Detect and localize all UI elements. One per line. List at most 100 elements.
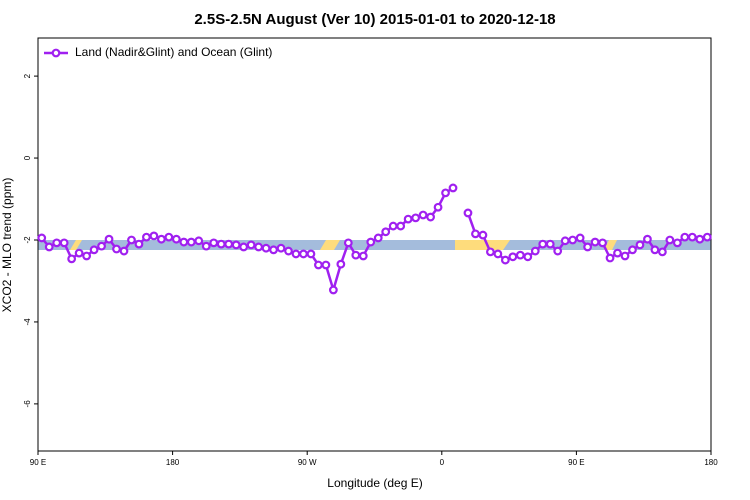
x-tick-label: 90 W bbox=[298, 458, 317, 467]
data-point bbox=[396, 221, 406, 231]
data-point bbox=[52, 238, 62, 248]
legend-marker bbox=[51, 48, 61, 58]
data-point bbox=[314, 260, 323, 270]
data-point bbox=[284, 246, 293, 256]
data-point bbox=[119, 246, 129, 256]
x-tick-label: 180 bbox=[166, 458, 180, 467]
data-point bbox=[418, 210, 428, 220]
surface-band bbox=[38, 240, 711, 250]
data-point bbox=[351, 250, 361, 260]
data-point bbox=[493, 249, 503, 259]
data-point bbox=[702, 232, 712, 242]
data-point bbox=[254, 242, 263, 252]
data-point bbox=[695, 234, 705, 244]
data-point bbox=[82, 251, 92, 261]
data-point bbox=[411, 213, 421, 223]
data-point bbox=[545, 239, 555, 249]
data-point bbox=[568, 235, 578, 245]
data-point bbox=[643, 234, 652, 244]
data-point bbox=[598, 238, 607, 248]
data-point bbox=[209, 238, 219, 248]
data-point bbox=[74, 248, 84, 258]
data-point bbox=[680, 232, 690, 242]
data-point bbox=[508, 252, 518, 262]
data-point bbox=[231, 240, 241, 250]
legend-label: Land (Nadir&Glint) and Ocean (Glint) bbox=[75, 45, 272, 59]
data-point bbox=[500, 255, 510, 265]
data-point bbox=[171, 234, 181, 244]
data-point bbox=[216, 239, 226, 249]
x-tick-label: 180 bbox=[704, 458, 718, 467]
data-point bbox=[650, 245, 660, 255]
data-point bbox=[186, 237, 196, 247]
data-point bbox=[358, 251, 368, 261]
data-point bbox=[67, 254, 77, 264]
y-tick-label: 0 bbox=[23, 155, 32, 160]
y-tick-label: -4 bbox=[23, 318, 32, 326]
data-point bbox=[149, 231, 159, 241]
data-point bbox=[426, 212, 435, 222]
data-point bbox=[553, 246, 563, 256]
data-point bbox=[672, 238, 682, 248]
data-point bbox=[388, 221, 398, 231]
data-point bbox=[291, 249, 301, 259]
data-point bbox=[59, 238, 69, 248]
x-tick-label: 90 E bbox=[568, 458, 584, 467]
data-point bbox=[478, 230, 488, 240]
data-point bbox=[299, 249, 308, 259]
data-point bbox=[590, 237, 600, 247]
data-point bbox=[381, 227, 391, 237]
data-point bbox=[687, 232, 697, 242]
x-tick-label: 0 bbox=[440, 458, 445, 467]
data-point bbox=[194, 236, 204, 246]
data-point bbox=[583, 242, 593, 252]
land-band bbox=[320, 240, 340, 250]
data-point bbox=[89, 245, 99, 255]
chart-title: 2.5S-2.5N August (Ver 10) 2015-01-01 to … bbox=[194, 11, 555, 28]
y-tick-label: -2 bbox=[23, 236, 32, 244]
data-point bbox=[321, 260, 331, 270]
data-point bbox=[657, 247, 667, 257]
y-tick-label: -6 bbox=[23, 400, 32, 408]
data-point bbox=[486, 247, 495, 257]
data-point bbox=[463, 208, 473, 218]
y-axis-label: XCO2 - MLO trend (ppm) bbox=[0, 178, 14, 313]
legend: Land (Nadir&Glint) and Ocean (Glint) bbox=[44, 45, 272, 59]
data-point bbox=[201, 241, 211, 251]
data-point bbox=[471, 229, 480, 239]
data-point bbox=[164, 232, 174, 242]
data-point bbox=[156, 234, 166, 244]
data-point bbox=[269, 245, 278, 255]
x-axis-label: Longitude (deg E) bbox=[327, 476, 422, 490]
data-point bbox=[366, 237, 376, 247]
data-point bbox=[328, 285, 338, 295]
data-point bbox=[246, 240, 256, 250]
land-band bbox=[604, 240, 617, 250]
y-tick-label: 2 bbox=[23, 73, 32, 78]
data-point bbox=[276, 243, 286, 253]
data-point bbox=[575, 233, 585, 243]
data-point bbox=[179, 237, 189, 247]
data-point bbox=[97, 241, 106, 251]
data-point bbox=[515, 250, 525, 260]
data-point bbox=[142, 232, 151, 242]
data-point bbox=[44, 242, 54, 252]
land-band bbox=[70, 240, 82, 250]
data-point bbox=[37, 233, 47, 243]
x-tick-label: 90 E bbox=[30, 458, 46, 467]
data-point bbox=[448, 183, 458, 193]
data-point bbox=[433, 202, 443, 212]
data-point bbox=[613, 248, 622, 258]
data-point bbox=[605, 253, 615, 263]
data-point bbox=[530, 246, 540, 256]
data-point bbox=[560, 236, 570, 246]
data-point bbox=[224, 239, 234, 249]
data-point bbox=[261, 243, 271, 253]
data-point bbox=[665, 235, 675, 245]
data-point bbox=[523, 252, 533, 262]
data-point bbox=[112, 244, 121, 254]
data-point bbox=[104, 234, 114, 244]
data-point bbox=[306, 249, 316, 259]
